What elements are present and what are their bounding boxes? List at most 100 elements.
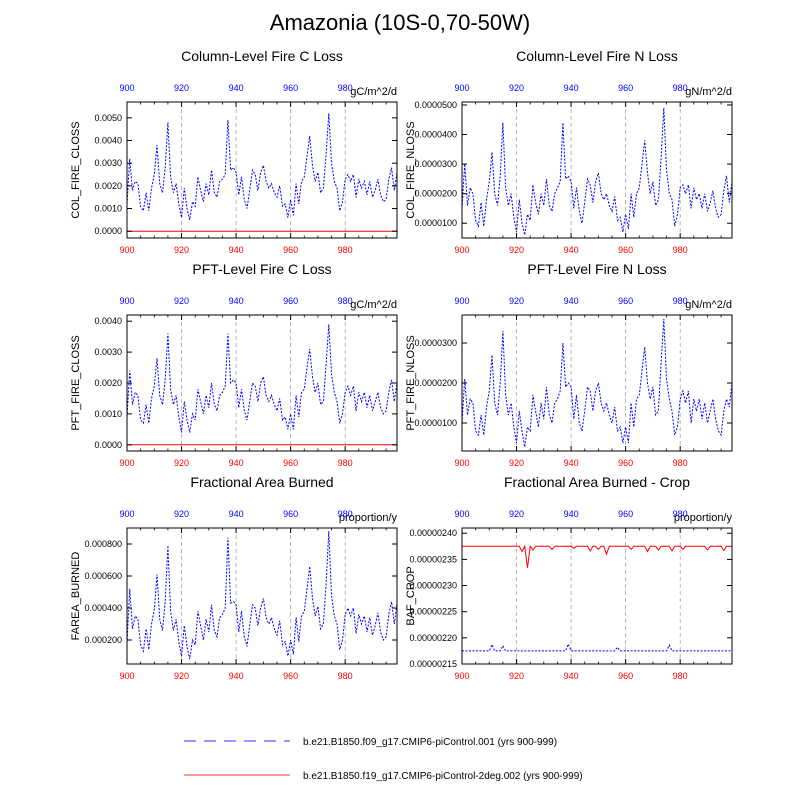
x-tick-label: 940 <box>564 458 579 468</box>
x-tick-label-top: 980 <box>673 296 688 306</box>
x-tick-label-top: 920 <box>509 509 524 519</box>
series-group <box>127 324 397 446</box>
chart-panel-3: PFT-Level Fire C Loss gC/m^2/d PFT_FIRE_CL… <box>70 261 398 468</box>
series-group <box>462 544 732 652</box>
x-tick-label-top: 920 <box>174 509 189 519</box>
x-tick-label: 900 <box>454 245 469 255</box>
x-tick-label: 960 <box>283 458 298 468</box>
x-tick-label: 960 <box>618 458 633 468</box>
y-tick-label: 0.0030 <box>94 158 122 168</box>
series-group <box>127 113 397 232</box>
figure-title: Amazonia (10S-0,70-50W) <box>269 10 531 35</box>
x-tick-label: 940 <box>564 671 579 681</box>
x-tick-label: 900 <box>454 458 469 468</box>
x-tick-label: 980 <box>673 458 688 468</box>
x-tick-label-top: 980 <box>338 296 353 306</box>
axes-frame <box>126 314 398 452</box>
chart-panel-5: Fractional Area Burned proportion/y FAREA_… <box>70 474 398 681</box>
y-tick-label: 0.0000400 <box>414 130 457 140</box>
y-tick-label: 0.0010 <box>94 204 122 214</box>
x-tick-label-top: 920 <box>174 296 189 306</box>
y-tick-label: 0.0000100 <box>414 218 457 228</box>
series-line-f09 <box>462 642 732 652</box>
x-tick-label: 920 <box>509 671 524 681</box>
axes-frame <box>461 314 733 452</box>
x-tick-label-top: 980 <box>673 83 688 93</box>
y-tick-label: 0.0000300 <box>414 338 457 348</box>
y-tick-label: 0.0000 <box>94 226 122 236</box>
y-axis-label: BAF_CROP <box>405 566 417 625</box>
units-label: gC/m^2/d <box>350 299 397 311</box>
axes-frame <box>461 101 733 239</box>
x-tick-label: 940 <box>564 245 579 255</box>
y-tick-label: 0.0050 <box>94 113 122 123</box>
y-tick-label: 0.0040 <box>94 316 122 326</box>
y-tick-label: 0.0000300 <box>414 159 457 169</box>
y-tick-label: 0.00000215 <box>409 659 457 669</box>
chart-panel-1: Column-Level Fire C Loss gC/m^2/d COL_FIRE… <box>70 48 398 255</box>
y-tick-label: 0.00000240 <box>409 528 457 538</box>
chart-panel-6: Fractional Area Burned - Crop proportion/… <box>405 474 733 681</box>
x-tick-label-top: 900 <box>454 296 469 306</box>
units-label: gC/m^2/d <box>350 86 397 98</box>
x-tick-label: 980 <box>673 671 688 681</box>
y-axis-label: FAREA_BURNED <box>70 552 82 641</box>
axes-frame <box>126 527 398 665</box>
x-tick-label-top: 960 <box>618 509 633 519</box>
x-tick-label-top: 900 <box>454 509 469 519</box>
legend: b.e21.B1850.f09_g17.CMIP6-piControl.001 … <box>184 737 583 782</box>
y-tick-label: 0.0020 <box>94 181 122 191</box>
y-tick-label: 0.0000200 <box>414 189 457 199</box>
y-axis-label: COL_FIRE_CLOSS <box>70 121 82 218</box>
x-tick-label: 940 <box>229 458 244 468</box>
panel-title: Fractional Area Burned - Crop <box>504 474 690 490</box>
y-axis-label: PFT_FIRE_NLOSS <box>405 335 417 430</box>
x-tick-label-top: 940 <box>564 296 579 306</box>
x-tick-label-top: 960 <box>618 296 633 306</box>
x-tick-label-top: 920 <box>509 83 524 93</box>
x-tick-label: 960 <box>618 245 633 255</box>
x-tick-label-top: 900 <box>454 83 469 93</box>
x-tick-label-top: 940 <box>229 509 244 519</box>
axes-frame <box>126 101 398 239</box>
x-tick-label: 980 <box>338 458 353 468</box>
y-tick-label: 0.00000220 <box>409 633 457 643</box>
y-tick-label: 0.00000230 <box>409 581 457 591</box>
x-tick-label: 900 <box>119 458 134 468</box>
chart-panel-4: PFT-Level Fire N Loss gN/m^2/d PFT_FIRE_NL… <box>405 261 733 468</box>
units-label: proportion/y <box>339 512 398 524</box>
x-tick-label-top: 960 <box>283 83 298 93</box>
x-tick-label: 940 <box>229 245 244 255</box>
y-tick-label: 0.0020 <box>94 378 122 388</box>
x-tick-label-top: 900 <box>119 296 134 306</box>
y-tick-label: 0.00000235 <box>409 554 457 564</box>
x-tick-label: 960 <box>618 671 633 681</box>
x-tick-label-top: 920 <box>174 83 189 93</box>
x-tick-label-top: 980 <box>338 509 353 519</box>
x-tick-label: 960 <box>283 245 298 255</box>
panel-title: Column-Level Fire N Loss <box>516 48 678 64</box>
x-tick-label-top: 920 <box>509 296 524 306</box>
y-tick-label: 0.0000100 <box>414 418 457 428</box>
y-tick-label: 0.0040 <box>94 136 122 146</box>
x-tick-label: 980 <box>338 245 353 255</box>
panel-title: Fractional Area Burned <box>190 474 333 490</box>
x-tick-label: 920 <box>174 458 189 468</box>
x-tick-label: 920 <box>509 245 524 255</box>
y-tick-label: 0.000800 <box>84 539 122 549</box>
x-tick-label-top: 960 <box>618 83 633 93</box>
x-tick-label-top: 960 <box>283 296 298 306</box>
y-tick-label: 0.000200 <box>84 635 122 645</box>
y-tick-label: 0.0030 <box>94 347 122 357</box>
x-tick-label-top: 940 <box>229 83 244 93</box>
x-tick-label: 960 <box>283 671 298 681</box>
x-tick-label: 900 <box>454 671 469 681</box>
chart-panel-2: Column-Level Fire N Loss gN/m^2/d COL_FIRE… <box>405 48 733 255</box>
y-tick-label: 0.0000200 <box>414 378 457 388</box>
x-tick-label: 920 <box>174 671 189 681</box>
x-tick-label: 920 <box>509 458 524 468</box>
series-group <box>127 531 397 660</box>
series-group <box>462 318 732 448</box>
